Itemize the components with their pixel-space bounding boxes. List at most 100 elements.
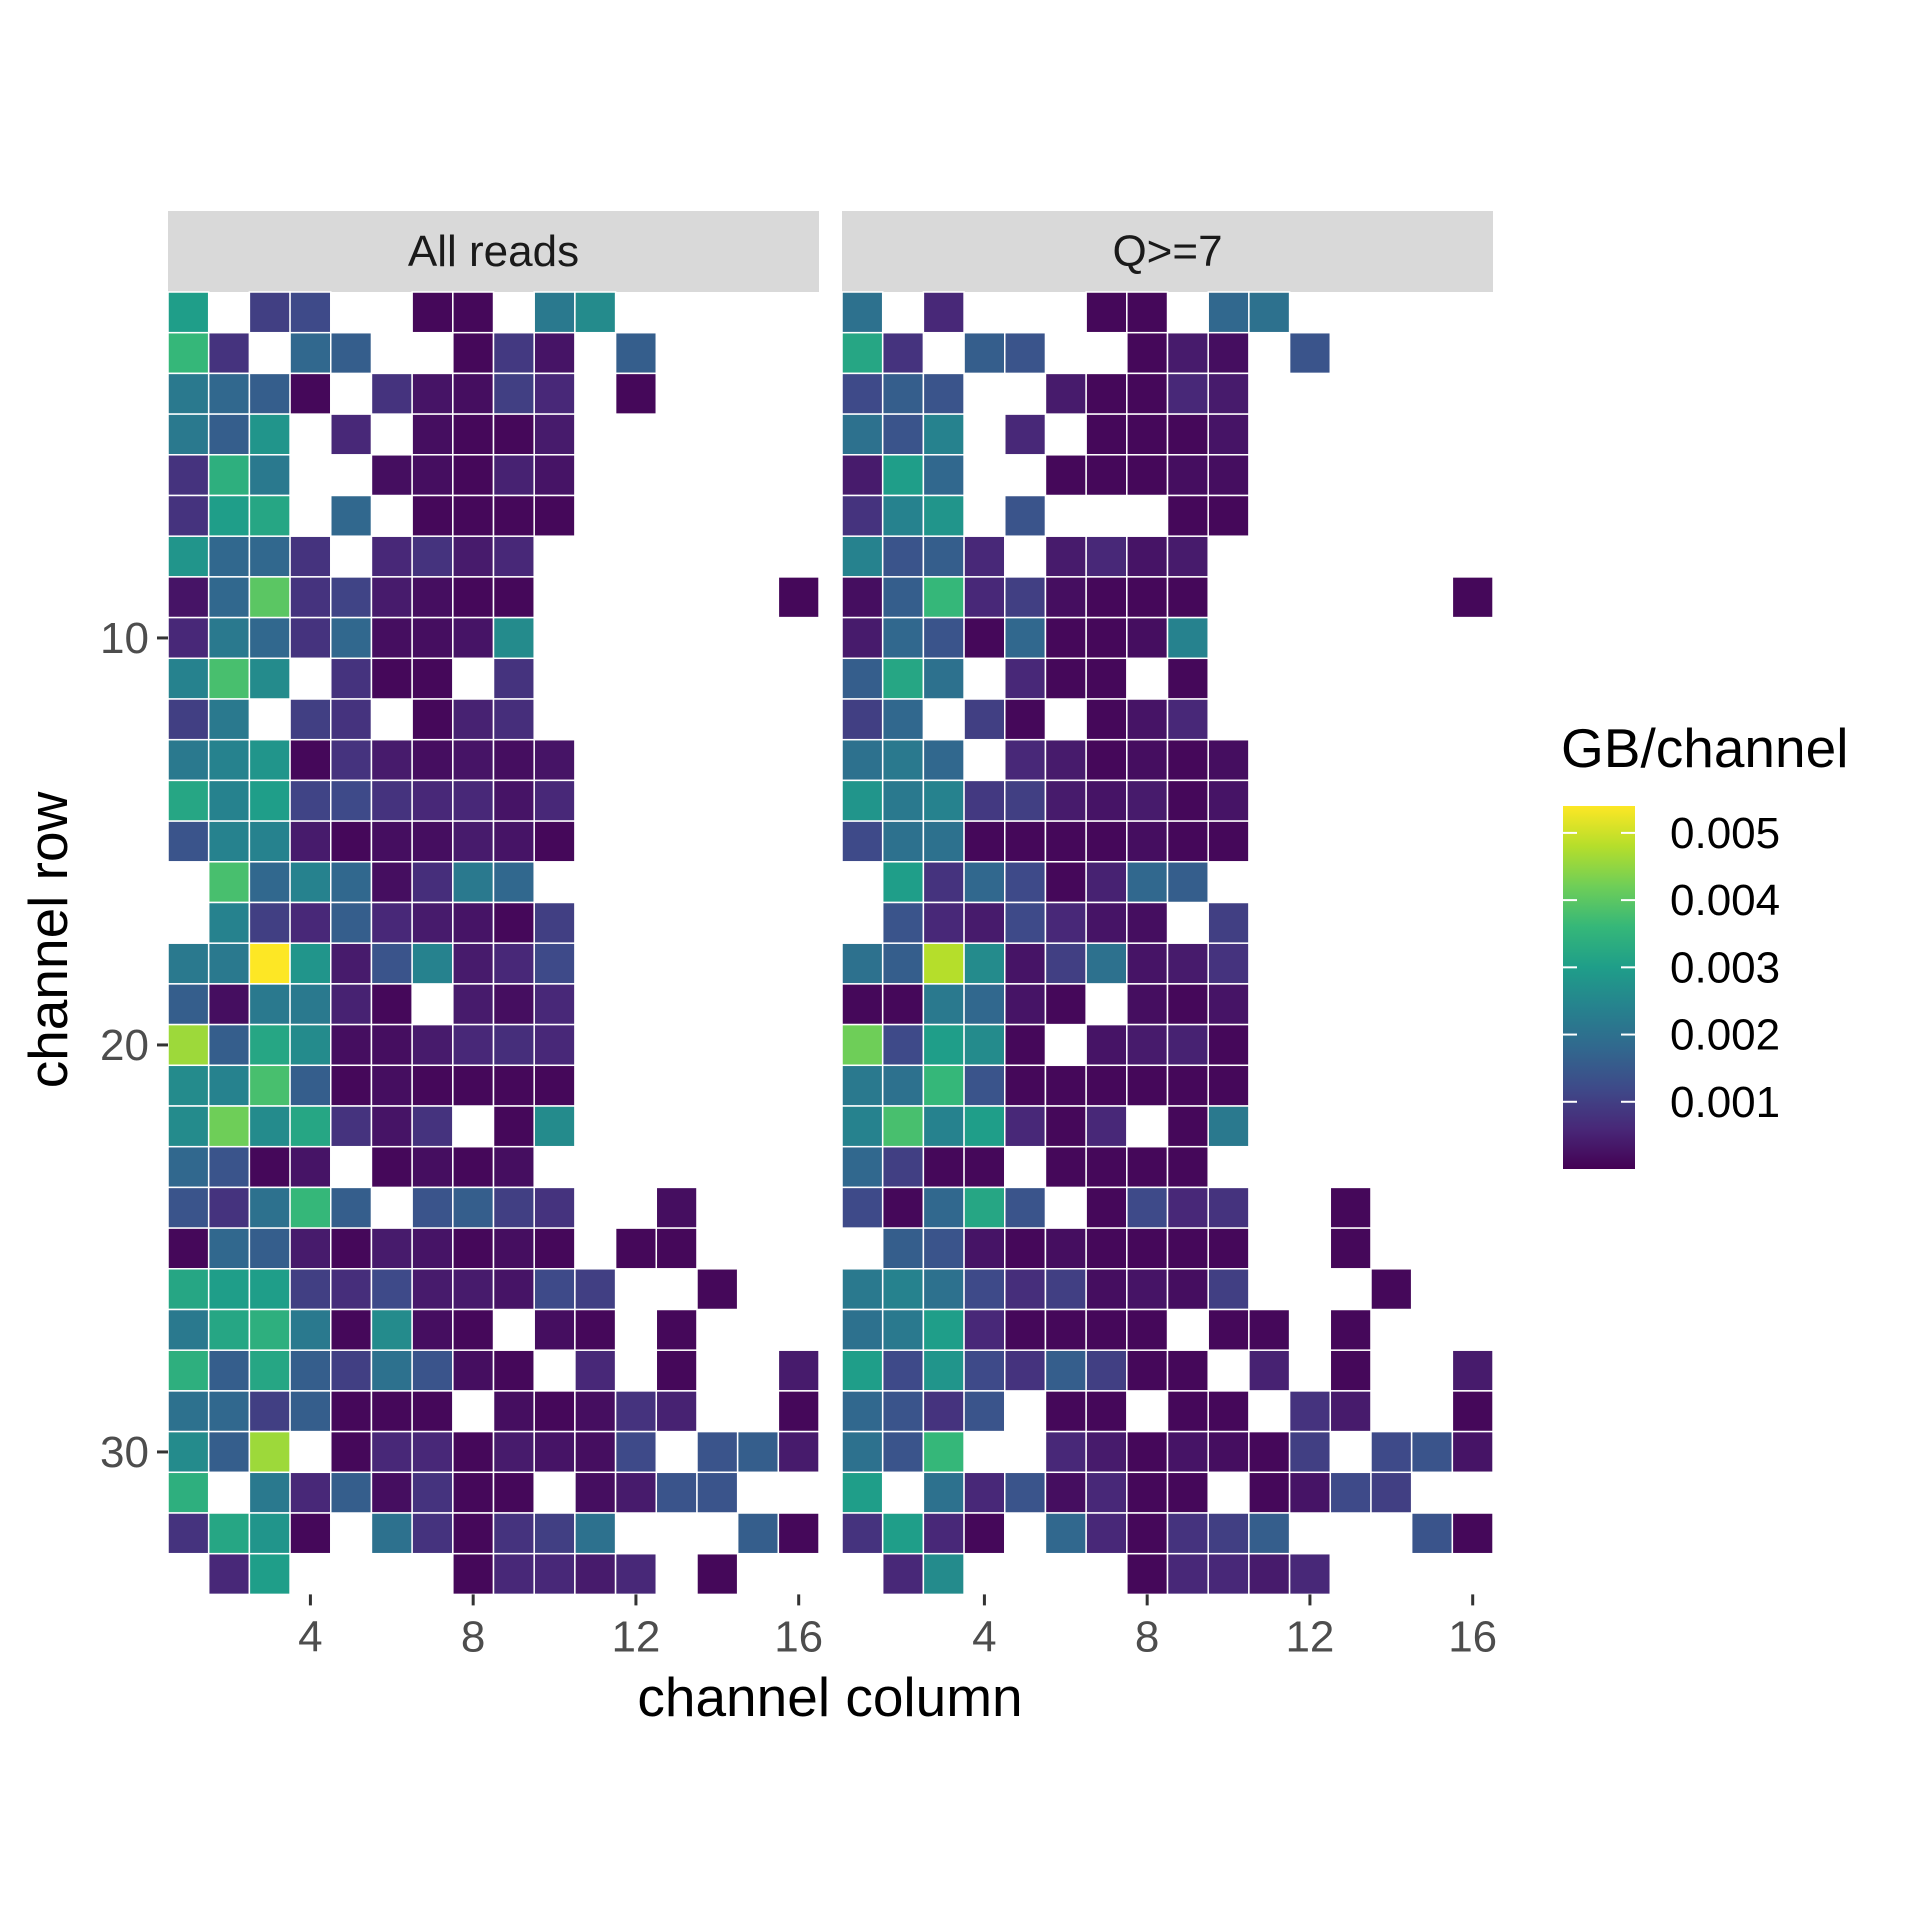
- heatmap-tile: [1044, 1064, 1087, 1107]
- heatmap-tile: [452, 820, 495, 863]
- heatmap-tile: [207, 820, 251, 863]
- heatmap-tile: [1166, 454, 1209, 497]
- heatmap-tile: [841, 372, 884, 415]
- heatmap-tile: [289, 738, 332, 782]
- heatmap-tile: [963, 576, 1006, 619]
- heatmap-tile: [330, 1390, 373, 1433]
- heatmap-tile: [696, 1471, 739, 1514]
- heatmap-tile: [922, 1105, 965, 1148]
- heatmap-tile: [533, 1430, 576, 1474]
- heatmap-tile: [777, 1390, 820, 1433]
- heatmap-tile: [1207, 983, 1250, 1026]
- heatmap-tile: [533, 820, 576, 863]
- heatmap-tile: [881, 657, 925, 700]
- heatmap-tile: [248, 738, 291, 782]
- heatmap-tile: [881, 1064, 925, 1107]
- heatmap-tile: [1207, 1268, 1250, 1311]
- heatmap-tile: [1126, 698, 1169, 741]
- heatmap-tile: [492, 1186, 535, 1229]
- heatmap-tile: [1248, 1512, 1291, 1555]
- heatmap-panel-all-reads: [167, 291, 820, 1596]
- heatmap-tile: [207, 698, 251, 741]
- heatmap-tile: [207, 1552, 251, 1596]
- heatmap-tile: [1126, 983, 1169, 1026]
- heatmap-tile: [289, 372, 332, 415]
- heatmap-tile: [330, 738, 373, 782]
- heatmap-tile: [1166, 1145, 1209, 1189]
- heatmap-tile: [167, 1430, 210, 1474]
- heatmap-tile: [841, 942, 884, 985]
- heatmap-tile: [370, 1430, 413, 1474]
- heatmap-tile: [1126, 820, 1169, 863]
- legend-colorbar: [1563, 806, 1635, 1169]
- heatmap-tile: [370, 454, 413, 497]
- heatmap-tile: [1044, 535, 1087, 578]
- heatmap-tile: [330, 901, 373, 944]
- heatmap-tile: [248, 1268, 291, 1311]
- heatmap-tile: [492, 1552, 535, 1596]
- heatmap-tile: [574, 1552, 617, 1596]
- heatmap-tile: [1207, 454, 1250, 497]
- heatmap-tile: [1288, 1390, 1332, 1433]
- heatmap-tile: [963, 1512, 1006, 1555]
- heatmap-tile: [963, 1227, 1006, 1270]
- heatmap-tile: [289, 942, 332, 985]
- heatmap-tile: [452, 1430, 495, 1474]
- heatmap-tile: [370, 1512, 413, 1555]
- heatmap-tile: [492, 454, 535, 497]
- heatmap-tile: [289, 1227, 332, 1270]
- heatmap-tile: [1126, 535, 1169, 578]
- heatmap-tile: [881, 1023, 925, 1067]
- heatmap-tile: [1166, 942, 1209, 985]
- heatmap-tile: [922, 901, 965, 944]
- heatmap-tile: [1085, 413, 1128, 456]
- heatmap-tile: [370, 372, 413, 415]
- heatmap-tile: [492, 1023, 535, 1067]
- heatmap-tile: [1004, 331, 1047, 375]
- heatmap-tile: [1248, 291, 1291, 334]
- heatmap-tile: [492, 1064, 535, 1107]
- heatmap-tile: [492, 820, 535, 863]
- heatmap-tile: [1207, 1186, 1250, 1229]
- heatmap-tile: [881, 576, 925, 619]
- heatmap-tile: [207, 1145, 251, 1189]
- heatmap-tile: [881, 1308, 925, 1351]
- heatmap-tile: [452, 1268, 495, 1311]
- heatmap-tile: [1126, 861, 1169, 904]
- heatmap-tile: [574, 1471, 617, 1514]
- heatmap-tile: [963, 616, 1006, 660]
- heatmap-tile: [1126, 1308, 1169, 1351]
- heatmap-tile: [248, 1471, 291, 1514]
- heatmap-tile: [1166, 1471, 1209, 1514]
- heatmap-tile: [1085, 454, 1128, 497]
- heatmap-tile: [330, 331, 373, 375]
- heatmap-tile: [1126, 901, 1169, 944]
- heatmap-tile: [533, 1390, 576, 1433]
- heatmap-tile: [492, 616, 535, 660]
- heatmap-tile: [963, 331, 1006, 375]
- heatmap-tile: [452, 1471, 495, 1514]
- heatmap-tile: [1166, 1552, 1209, 1596]
- heatmap-tile: [1126, 1430, 1169, 1474]
- heatmap-tile: [1004, 698, 1047, 741]
- heatmap-tile: [1004, 1471, 1047, 1514]
- heatmap-tile: [922, 1308, 965, 1351]
- facet-strip-label: Q>=7: [1112, 227, 1222, 276]
- heatmap-tile: [1207, 901, 1250, 944]
- heatmap-tile: [533, 331, 576, 375]
- heatmap-tile: [1085, 657, 1128, 700]
- heatmap-tile: [922, 1349, 965, 1392]
- heatmap-tile: [452, 1552, 495, 1596]
- heatmap-tile: [922, 657, 965, 700]
- heatmap-tile: [1085, 1145, 1128, 1189]
- heatmap-tile: [167, 1186, 210, 1229]
- x-tick-label: 16: [1448, 1612, 1497, 1661]
- heatmap-tile: [370, 1105, 413, 1148]
- heatmap-tile: [1004, 1023, 1047, 1067]
- heatmap-tile: [1207, 1064, 1250, 1107]
- heatmap-tile: [533, 1227, 576, 1270]
- heatmap-tile: [1126, 1471, 1169, 1514]
- heatmap-tile: [207, 1064, 251, 1107]
- heatmap-tile: [736, 1512, 780, 1555]
- heatmap-tile: [411, 820, 454, 863]
